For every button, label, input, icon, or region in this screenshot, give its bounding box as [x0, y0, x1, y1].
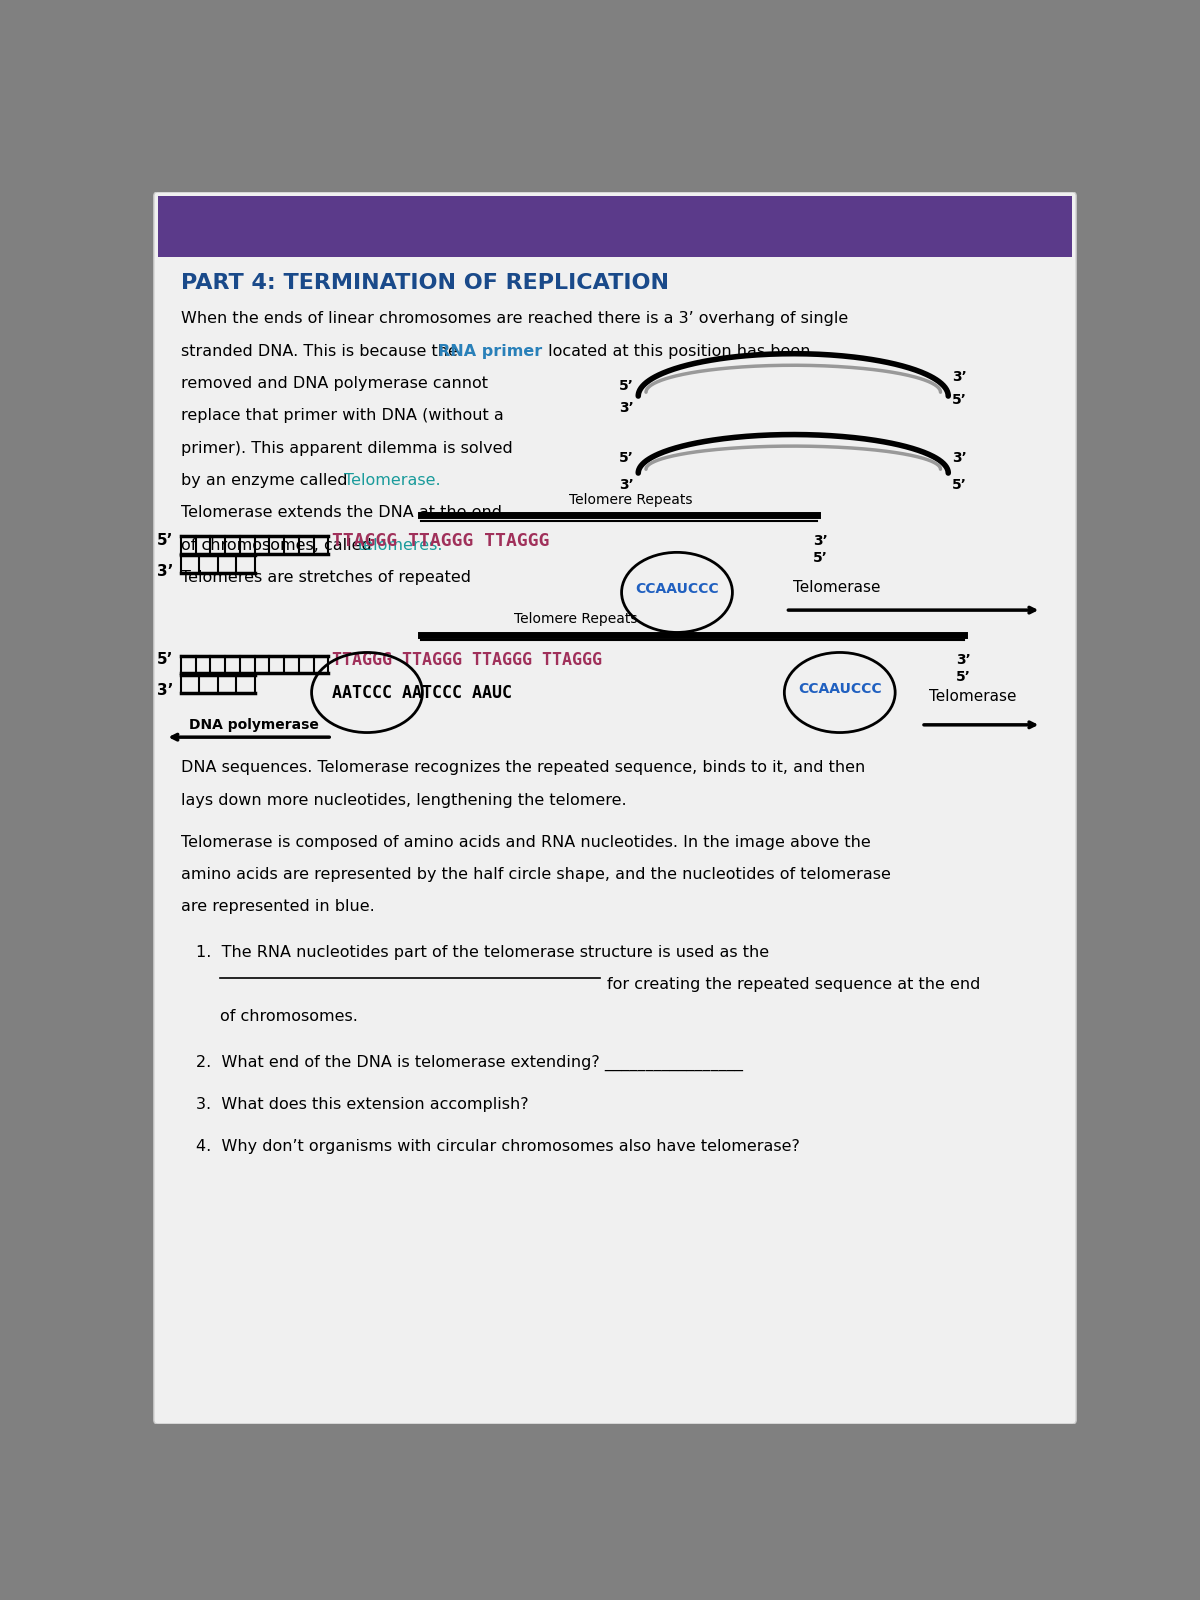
Text: of chromosomes, called: of chromosomes, called: [181, 538, 377, 552]
FancyBboxPatch shape: [154, 192, 1076, 1424]
Text: 5’: 5’: [812, 550, 828, 565]
Text: Telomerase extends the DNA at the end: Telomerase extends the DNA at the end: [181, 506, 502, 520]
Text: lays down more nucleotides, lengthening the telomere.: lays down more nucleotides, lengthening …: [181, 792, 626, 808]
Text: are represented in blue.: are represented in blue.: [181, 899, 374, 914]
Text: 4.  Why don’t organisms with circular chromosomes also have telomerase?: 4. Why don’t organisms with circular chr…: [197, 1139, 800, 1154]
Text: TTAGGG TTAGGG TTAGGG: TTAGGG TTAGGG TTAGGG: [332, 531, 550, 550]
Text: 3.  What does this extension accomplish?: 3. What does this extension accomplish?: [197, 1096, 529, 1112]
Text: for creating the repeated sequence at the end: for creating the repeated sequence at th…: [607, 978, 980, 992]
Text: RNA primer: RNA primer: [438, 344, 542, 358]
Text: 3’: 3’: [812, 534, 827, 547]
Text: TTAGGG TTAGGG TTAGGG TTAGGG: TTAGGG TTAGGG TTAGGG TTAGGG: [332, 651, 602, 669]
Text: 2.  What end of the DNA is telomerase extending? _________________: 2. What end of the DNA is telomerase ext…: [197, 1054, 744, 1070]
Text: 5’: 5’: [952, 394, 967, 406]
Text: DNA sequences. Telomerase recognizes the repeated sequence, binds to it, and the: DNA sequences. Telomerase recognizes the…: [181, 760, 865, 776]
Text: 5’: 5’: [619, 451, 634, 464]
Text: CCAAUCCC: CCAAUCCC: [635, 581, 719, 595]
Text: DNA polymerase: DNA polymerase: [188, 718, 319, 731]
Text: 5’: 5’: [952, 478, 967, 491]
Text: located at this position has been: located at this position has been: [542, 344, 810, 358]
Text: AATCCC AATCCC AAUC: AATCCC AATCCC AAUC: [332, 683, 512, 701]
Text: 5’: 5’: [157, 533, 173, 547]
Text: Telomerase: Telomerase: [793, 579, 881, 595]
Text: 5’: 5’: [619, 379, 634, 394]
Text: Telomeres are stretches of repeated: Telomeres are stretches of repeated: [181, 570, 470, 586]
Text: 3’: 3’: [619, 478, 634, 491]
Text: removed and DNA polymerase cannot: removed and DNA polymerase cannot: [181, 376, 488, 390]
Text: 3’: 3’: [952, 370, 967, 384]
Text: 3’: 3’: [956, 653, 971, 667]
Text: Telomerase: Telomerase: [929, 690, 1016, 704]
Text: Telomerase is composed of amino acids and RNA nucleotides. In the image above th: Telomerase is composed of amino acids an…: [181, 835, 871, 850]
Text: 1.  The RNA nucleotides part of the telomerase structure is used as the: 1. The RNA nucleotides part of the telom…: [197, 944, 769, 960]
Text: amino acids are represented by the half circle shape, and the nucleotides of tel: amino acids are represented by the half …: [181, 867, 890, 882]
Text: of chromosomes.: of chromosomes.: [220, 1010, 358, 1024]
Bar: [157, 195, 1073, 258]
Text: telomeres.: telomeres.: [358, 538, 443, 552]
Text: 5’: 5’: [956, 670, 971, 685]
Text: 3’: 3’: [952, 451, 967, 464]
Text: Telomere Repeats: Telomere Repeats: [515, 613, 638, 626]
Text: 5’: 5’: [157, 651, 173, 667]
Text: CCAAUCCC: CCAAUCCC: [798, 682, 882, 696]
Text: Telomerase.: Telomerase.: [343, 474, 440, 488]
Text: by an enzyme called: by an enzyme called: [181, 474, 353, 488]
Text: 3’: 3’: [619, 400, 634, 414]
Text: primer). This apparent dilemma is solved: primer). This apparent dilemma is solved: [181, 440, 512, 456]
Text: PART 4: TERMINATION OF REPLICATION: PART 4: TERMINATION OF REPLICATION: [181, 274, 670, 293]
Text: When the ends of linear chromosomes are reached there is a 3’ overhang of single: When the ends of linear chromosomes are …: [181, 312, 848, 326]
Text: 3’: 3’: [157, 565, 173, 579]
Text: 3’: 3’: [157, 683, 173, 699]
Text: replace that primer with DNA (without a: replace that primer with DNA (without a: [181, 408, 504, 424]
Text: Telomere Repeats: Telomere Repeats: [569, 493, 692, 507]
Text: stranded DNA. This is because the: stranded DNA. This is because the: [181, 344, 463, 358]
